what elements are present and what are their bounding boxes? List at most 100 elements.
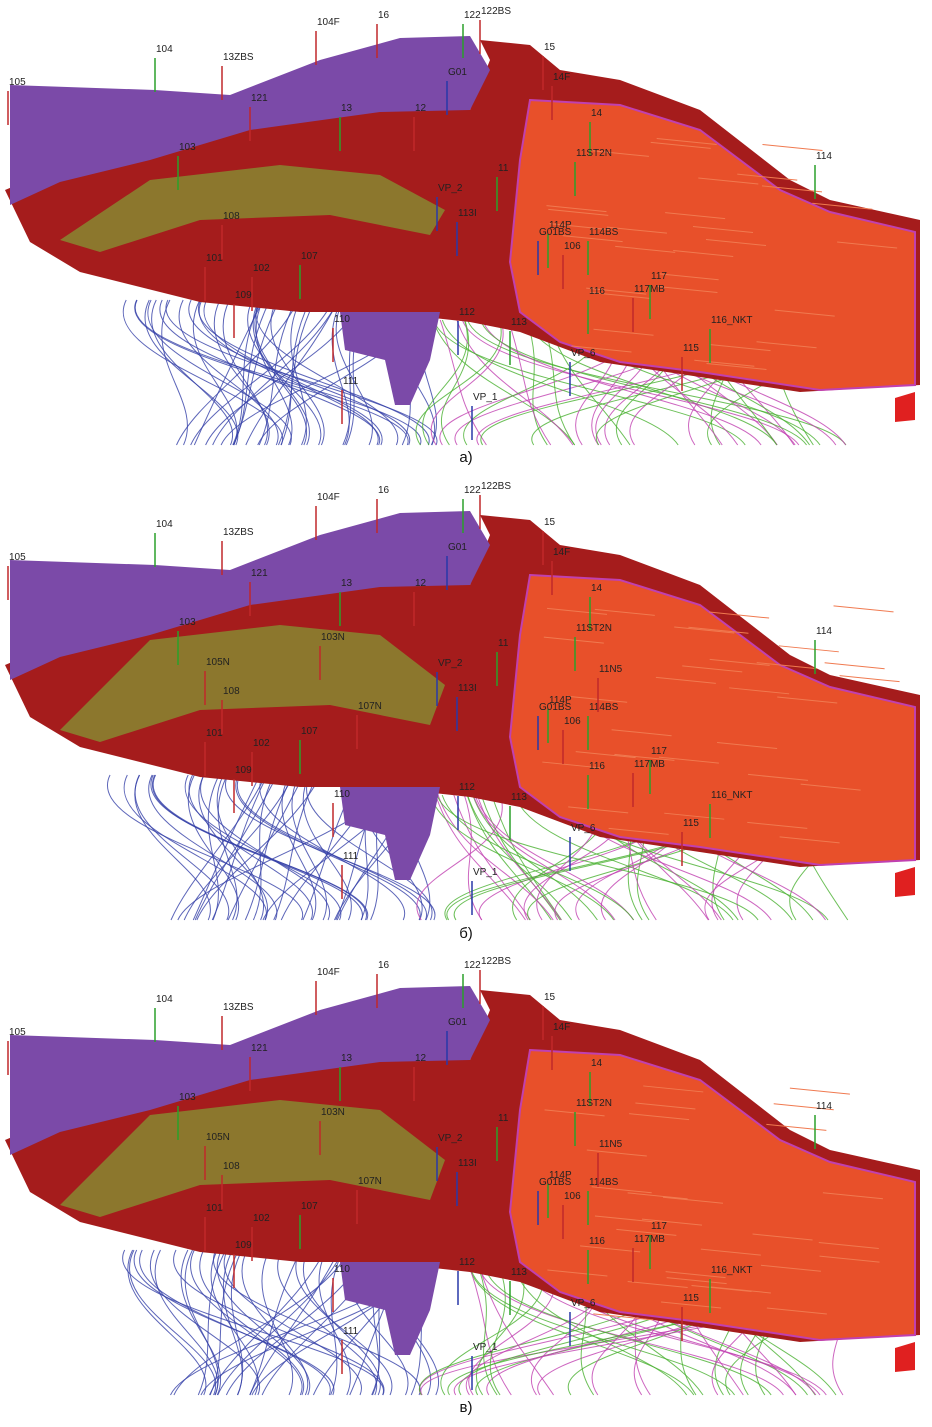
well-label: 121 <box>251 93 268 104</box>
well-label: G01 <box>448 67 467 78</box>
well-label: 111 <box>343 376 359 387</box>
streamline <box>191 300 334 445</box>
well-label: 11ST2N <box>576 148 612 159</box>
well-label: 112 <box>459 1257 475 1268</box>
well-label: 114BS <box>589 1177 619 1188</box>
well-label: 107N <box>358 1176 382 1187</box>
streak <box>825 663 885 669</box>
well-label: 105N <box>206 1132 230 1143</box>
well-label: 116_NKT <box>711 1265 753 1276</box>
streak <box>779 646 839 652</box>
well-label: 103N <box>321 632 345 643</box>
caption: в) <box>460 1399 473 1416</box>
well-label: 111 <box>343 1326 359 1337</box>
well-label: 11N5 <box>599 664 623 675</box>
well-label: 113 <box>511 792 527 803</box>
well-label: 115 <box>683 1293 699 1304</box>
well-label: VP_6 <box>571 348 596 359</box>
well-label: 13ZBS <box>223 1002 254 1013</box>
well-label: 122 <box>464 10 481 21</box>
well-label: 11 <box>498 163 509 174</box>
well-label: VP_1 <box>473 392 498 403</box>
streak <box>834 606 894 612</box>
figure: 10510413ZBS104F16122122BS1514FG011211312… <box>0 0 932 1427</box>
well-label: VP_2 <box>438 1133 463 1144</box>
well-label: 103 <box>179 1092 196 1103</box>
well-label: VP_2 <box>438 658 463 669</box>
streamline <box>107 775 302 920</box>
arrow <box>895 1342 915 1372</box>
well-label: 117 <box>651 271 667 282</box>
well-label: 12 <box>415 103 427 114</box>
well-label: G01 <box>448 542 467 553</box>
well-label: 110 <box>334 314 350 325</box>
streamline <box>145 300 238 445</box>
well-label: 108 <box>223 686 240 697</box>
well-label: 101 <box>206 253 223 264</box>
caption: а) <box>459 449 472 466</box>
well-label: VP_2 <box>438 183 463 194</box>
well-label: 13 <box>341 103 353 114</box>
well-label: 113 <box>511 1267 527 1278</box>
well-label: 116_NKT <box>711 790 753 801</box>
well-label: 16 <box>378 485 390 496</box>
streak <box>762 145 822 151</box>
well-label: 102 <box>253 263 270 274</box>
well-label: 111 <box>343 851 359 862</box>
well-label: 114 <box>816 626 832 637</box>
streamline <box>245 775 292 920</box>
well-label: 122BS <box>481 6 511 17</box>
streamline <box>185 1250 218 1395</box>
well-label: 15 <box>544 42 556 53</box>
streamline <box>149 775 277 920</box>
well-label: 13 <box>341 578 353 589</box>
well-label: 116 <box>589 286 605 297</box>
well-label: 122 <box>464 485 481 496</box>
streamline <box>190 1250 302 1395</box>
well-label: 107 <box>301 251 318 262</box>
well-label: 116 <box>589 761 605 772</box>
well-label: 102 <box>253 1213 270 1224</box>
well-label: 117 <box>651 1221 667 1232</box>
well-label: 122 <box>464 960 481 971</box>
well-label: 107 <box>301 726 318 737</box>
well-label: 108 <box>223 211 240 222</box>
well-label: 15 <box>544 517 556 528</box>
well-label: 115 <box>683 343 699 354</box>
well-label: 112 <box>459 782 475 793</box>
well-label: 13ZBS <box>223 527 254 538</box>
purple-column <box>340 1262 440 1355</box>
well-label: 121 <box>251 568 268 579</box>
well-label: 121 <box>251 1043 268 1054</box>
well-label: 103N <box>321 1107 345 1118</box>
well-label: 104 <box>156 519 173 530</box>
well-label: 14 <box>591 583 603 594</box>
well-label: 114BS <box>589 227 619 238</box>
well-label: 114 <box>816 151 832 162</box>
well-label: 117MB <box>634 759 665 770</box>
well-label: 116_NKT <box>711 315 753 326</box>
streamline <box>181 1250 221 1395</box>
panel: 10510413ZBS104F16122122BS1514FG011211312… <box>5 481 920 920</box>
streamline <box>438 795 553 920</box>
well-label: VP_6 <box>571 823 596 834</box>
well-label: 109 <box>235 1240 252 1251</box>
arrow <box>895 392 915 422</box>
well-label: 16 <box>378 960 390 971</box>
well-label: 113I <box>458 1158 477 1169</box>
well-label: 107 <box>301 1201 318 1212</box>
well-label: 14 <box>591 108 603 119</box>
panel: 10510413ZBS104F16122122BS1514FG011211312… <box>5 956 920 1395</box>
well-label: 11 <box>498 638 509 649</box>
well-label: 102 <box>253 738 270 749</box>
well-label: 110 <box>334 789 350 800</box>
well-label: 101 <box>206 1203 223 1214</box>
streamline <box>188 775 238 920</box>
well-label: 114 <box>816 1101 832 1112</box>
well-label: 16 <box>378 10 390 21</box>
purple-column <box>340 312 440 405</box>
well-label: 122BS <box>481 956 511 967</box>
well-label: 14F <box>553 1022 570 1033</box>
well-label: 117MB <box>634 1234 665 1245</box>
well-label: 104F <box>317 967 340 978</box>
